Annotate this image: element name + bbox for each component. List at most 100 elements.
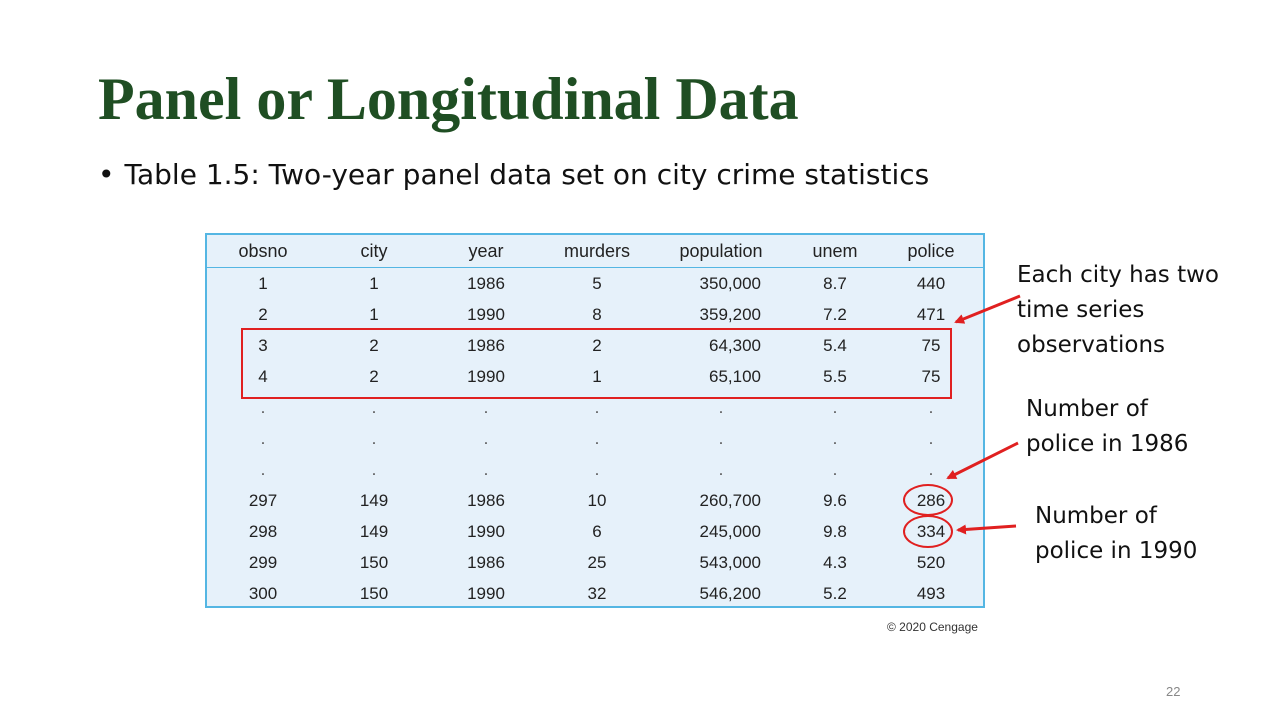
- table-cell-police: 440: [916, 273, 946, 293]
- table-cell-unem: 4.3: [823, 552, 847, 572]
- table-cell-population: .: [718, 428, 724, 448]
- table-cell-population: 65,100: [709, 366, 761, 386]
- table-header-row: obsno city year murders population unem …: [207, 235, 983, 268]
- table-cell-population: 64,300: [709, 335, 761, 355]
- table-cell-population: 350,000: [699, 273, 761, 293]
- table-cell-obsno: .: [260, 459, 266, 479]
- table-cell-unem: 5.5: [823, 366, 847, 386]
- table-cell-population: 543,000: [699, 552, 761, 572]
- crime-statistics-table: obsno city year murders population unem …: [207, 235, 983, 609]
- table-cell-population: .: [718, 397, 724, 417]
- table-cell-murders: 5: [592, 273, 602, 293]
- arrow-to-highlight: [954, 294, 1021, 324]
- column-header: unem: [791, 235, 879, 268]
- column-header: obsno: [207, 235, 319, 268]
- table-cell-obsno: 1: [258, 273, 268, 293]
- table-cell-obsno: 297: [248, 490, 278, 510]
- table-cell-unem: .: [832, 428, 838, 448]
- table-row: 3 2 1986 2 64,300 5.4 75: [207, 330, 983, 361]
- table-cell-obsno: 4: [258, 366, 268, 386]
- table-cell-city: 149: [359, 490, 389, 510]
- annotation-line: police in 1986: [1026, 431, 1189, 457]
- table-cell-police: .: [928, 459, 934, 479]
- table-cell-city: .: [371, 428, 377, 448]
- table-cell-city: 2: [369, 366, 379, 386]
- table-cell-murders: 2: [592, 335, 602, 355]
- table-row: .......: [207, 454, 983, 485]
- table-row: .......: [207, 423, 983, 454]
- table-cell-police: .: [928, 428, 934, 448]
- table-cell-city: .: [371, 397, 377, 417]
- annotation-line: police in 1990: [1035, 538, 1198, 564]
- table-cell-population: 245,000: [699, 521, 761, 541]
- page-number: 22: [1166, 684, 1181, 699]
- annotation-city-two-obs: Each city has two time series observatio…: [1017, 258, 1219, 363]
- table-cell-city: 150: [359, 583, 389, 603]
- column-header: police: [879, 235, 983, 268]
- table-cell-year: 1986: [467, 273, 505, 293]
- table-cell-obsno: 2: [258, 304, 268, 324]
- table-cell-police: 520: [916, 552, 946, 572]
- table-cell-murders: 8: [592, 304, 602, 324]
- table-cell-murders: .: [594, 428, 600, 448]
- table-cell-population: 260,700: [699, 490, 761, 510]
- table-cell-year: .: [483, 459, 489, 479]
- table-cell-unem: .: [832, 397, 838, 417]
- panel-data-table: obsno city year murders population unem …: [205, 233, 985, 608]
- table-cell-unem: 8.7: [823, 273, 847, 293]
- bullet-point: • Table 1.5: Two-year panel data set on c…: [98, 158, 929, 191]
- police-1990-circle: [903, 515, 953, 548]
- arrow-to-police-1990: [956, 524, 1017, 535]
- table-cell-year: .: [483, 397, 489, 417]
- table-cell-obsno: 298: [248, 521, 278, 541]
- table-cell-police: 75: [921, 366, 941, 386]
- table-cell-population: 359,200: [699, 304, 761, 324]
- annotation-line: Number of: [1035, 503, 1157, 529]
- table-cell-city: 149: [359, 521, 389, 541]
- annotation-police-1986: Number of police in 1986: [1026, 392, 1188, 462]
- slide-title: Panel or Longitudinal Data: [98, 66, 799, 132]
- bullet-icon: •: [98, 158, 115, 191]
- table-cell-unem: 7.2: [823, 304, 847, 324]
- annotation-line: Number of: [1026, 396, 1148, 422]
- table-cell-murders: 6: [592, 521, 602, 541]
- column-header: population: [651, 235, 791, 268]
- table-cell-murders: 1: [592, 366, 602, 386]
- annotation-line: observations: [1017, 332, 1166, 358]
- column-header: year: [429, 235, 543, 268]
- table-cell-murders: 10: [587, 490, 607, 510]
- table-cell-city: 1: [369, 304, 379, 324]
- table-cell-obsno: .: [260, 428, 266, 448]
- table-cell-obsno: 299: [248, 552, 278, 572]
- table-cell-unem: .: [832, 459, 838, 479]
- city-2-highlight-box: [241, 328, 952, 399]
- table-cell-year: .: [483, 428, 489, 448]
- table-cell-year: 1990: [467, 366, 505, 386]
- table-cell-year: 1986: [467, 335, 505, 355]
- annotation-police-1990: Number of police in 1990: [1035, 499, 1197, 569]
- table-cell-unem: 5.2: [823, 583, 847, 603]
- table-cell-population: 546,200: [699, 583, 761, 603]
- table-cell-year: 1986: [467, 552, 505, 572]
- column-header: murders: [543, 235, 651, 268]
- table-row: 299 150 1986 25 543,000 4.3 520: [207, 547, 983, 578]
- table-row: 1 1 1986 5 350,000 8.7 440: [207, 268, 983, 300]
- copyright-text: © 2020 Cengage: [887, 620, 978, 634]
- table-cell-city: .: [371, 459, 377, 479]
- arrow-to-police-1986: [946, 441, 1019, 480]
- table-cell-year: 1990: [467, 304, 505, 324]
- table-row: 300 150 1990 32 546,200 5.2 493: [207, 578, 983, 609]
- table-cell-city: 2: [369, 335, 379, 355]
- table-cell-obsno: .: [260, 397, 266, 417]
- annotation-line: Each city has two: [1017, 262, 1220, 288]
- table-cell-year: 1986: [467, 490, 505, 510]
- table-cell-city: 150: [359, 552, 389, 572]
- table-row: .......: [207, 392, 983, 423]
- table-cell-city: 1: [369, 273, 379, 293]
- table-cell-police: 471: [916, 304, 946, 324]
- table-cell-murders: .: [594, 397, 600, 417]
- table-cell-year: 1990: [467, 583, 505, 603]
- bullet-text: Table 1.5: Two-year panel data set on ci…: [124, 158, 930, 191]
- table-cell-obsno: 3: [258, 335, 268, 355]
